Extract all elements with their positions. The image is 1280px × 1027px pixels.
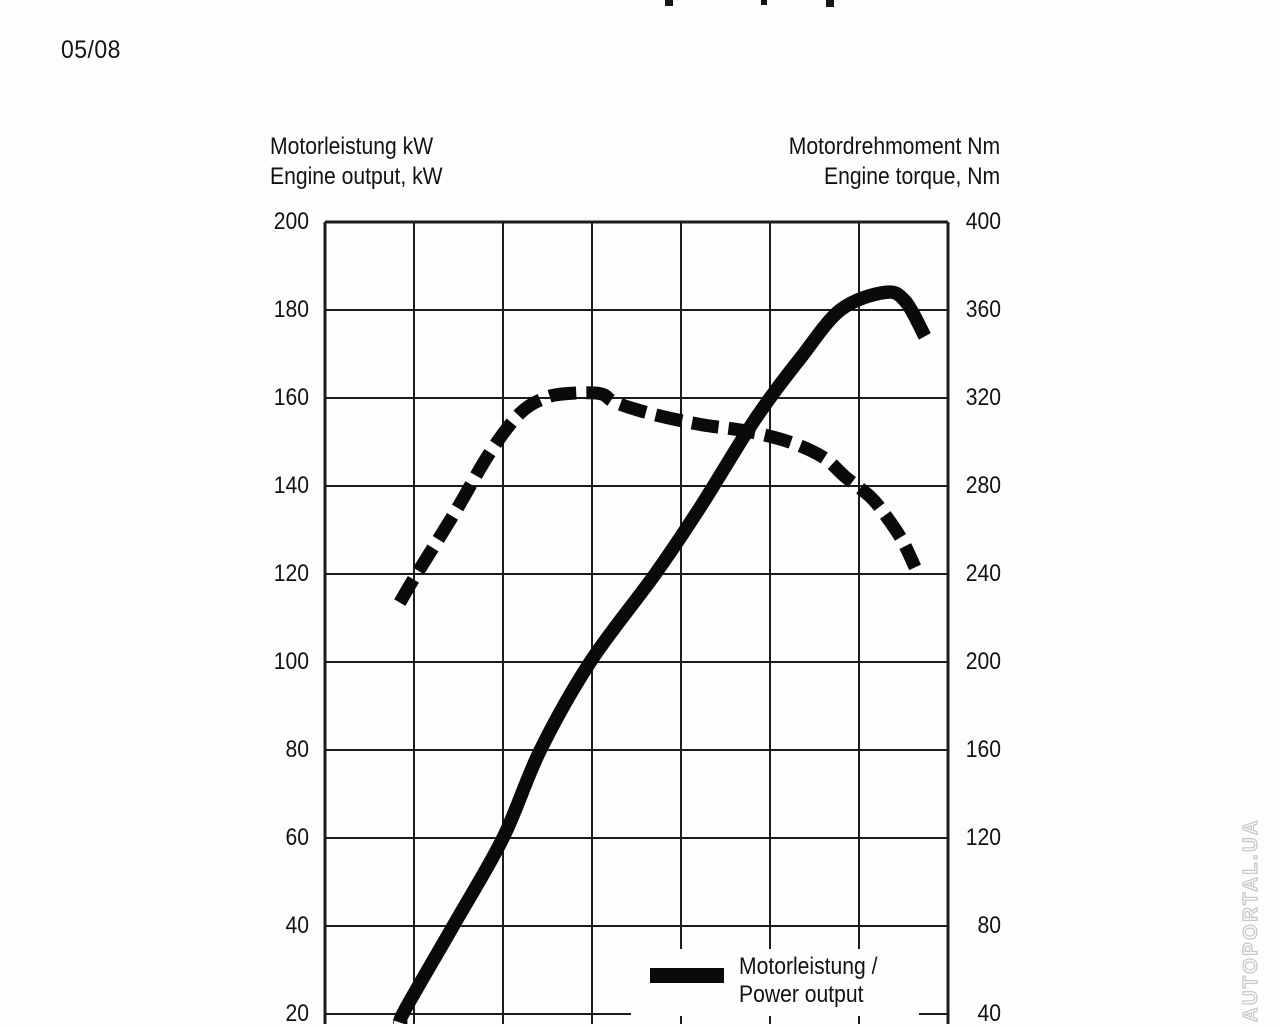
legend: Motorleistung / Power output [631,949,919,1016]
right-axis-title-de: Motordrehmoment Nm [788,133,1000,160]
left-axis-tick-label: 120 [273,560,309,587]
right-axis-tick-label: 320 [965,384,1001,411]
right-axis-tick-label: 120 [965,824,1001,851]
legend-label-line1: Motorleistung / [739,953,878,980]
left-axis-tick-label: 40 [285,912,309,939]
left-axis-tick-label: 160 [273,384,309,411]
left-axis-tick-label: 140 [273,472,309,499]
right-axis-tick-label: 200 [965,648,1001,675]
power-line-swatch [650,968,724,983]
left-axis-tick-label: 20 [285,1000,309,1027]
left-axis-tick-label: 80 [285,736,309,763]
cropped-title-fragment [665,0,673,6]
left-axis-title-en: Engine output, kW [270,163,443,190]
right-axis-tick-label: 280 [965,472,1001,499]
right-axis-tick-label: 40 [977,1000,1001,1027]
legend-label-line2: Power output [739,981,864,1008]
left-axis-title-de: Motorleistung kW [270,133,434,160]
right-axis-tick-label: 160 [965,736,1001,763]
left-axis-tick-label: 200 [273,208,309,235]
left-axis-tick-label: 60 [285,824,309,851]
left-axis-tick-label: 180 [273,296,309,323]
right-axis-tick-label: 400 [965,208,1001,235]
edition-label: 05/08 [61,36,121,64]
watermark: AUTOPORTAL.UA [1239,817,1262,1022]
power-curve [393,285,931,1024]
right-axis-tick-label: 360 [965,296,1001,323]
right-axis-tick-label: 80 [977,912,1001,939]
cropped-title-fragment [761,0,767,5]
right-axis-title: Motordrehmoment Nm Engine torque, Nm [789,132,1000,192]
right-axis-title-en: Engine torque, Nm [823,163,1000,190]
cropped-title-fragment [826,0,834,7]
left-axis-tick-label: 100 [273,648,309,675]
left-axis-title: Motorleistung kW Engine output, kW [270,132,443,192]
torque-curve [394,386,921,606]
right-axis-tick-label: 240 [965,560,1001,587]
